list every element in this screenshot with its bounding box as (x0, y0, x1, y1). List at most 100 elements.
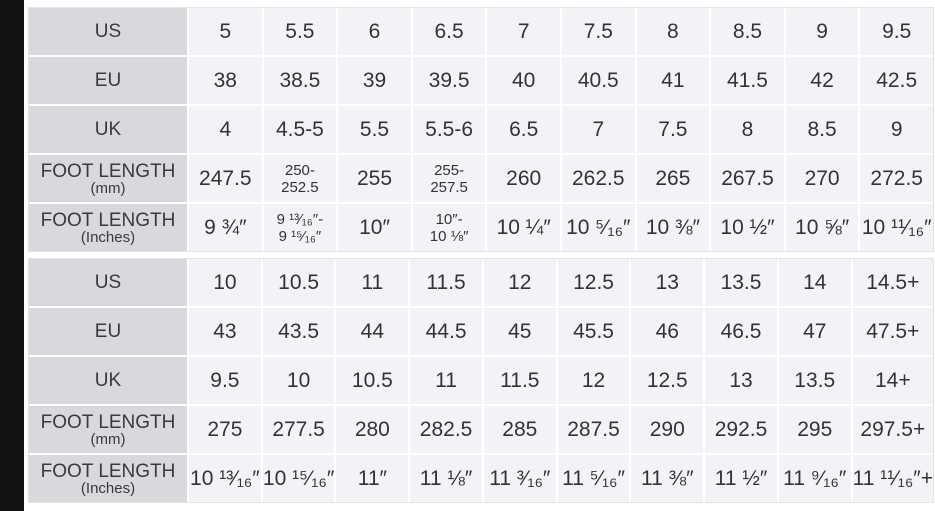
size-cell: 41.5 (711, 57, 784, 104)
size-cell: 247.5 (189, 155, 262, 202)
size-cell: 9 (786, 8, 859, 55)
size-cell: 9.5 (189, 357, 261, 404)
size-cell: 11.5 (484, 357, 556, 404)
size-cell: 5 (189, 8, 262, 55)
size-cell: 9.5 (860, 8, 933, 55)
size-cell: 13 (705, 357, 777, 404)
size-cell: 44 (336, 308, 408, 355)
size-cell: 272.5 (860, 155, 933, 202)
size-cell: 47 (779, 308, 851, 355)
row-header: FOOT LENGTH(mm) (29, 406, 187, 453)
size-cell: 10.5 (336, 357, 408, 404)
cell-line: 255- (434, 163, 464, 178)
row-unit: (mm) (91, 181, 126, 196)
row-label: FOOT LENGTH (41, 462, 176, 481)
size-cell: 297.5+ (853, 406, 933, 453)
size-cell: 10 (189, 259, 261, 306)
size-cell: 282.5 (410, 406, 482, 453)
size-cell: 267.5 (711, 155, 784, 202)
row-label: UK (95, 371, 121, 390)
size-cell: 10 ⅜″ (637, 204, 710, 251)
size-cell: 8.5 (711, 8, 784, 55)
row-unit: (Inches) (81, 230, 135, 245)
row-header: UK (29, 357, 187, 404)
size-cell: 11 ¹¹⁄₁₆″+ (853, 455, 933, 502)
size-cell: 47.5+ (853, 308, 933, 355)
size-cell: 41 (637, 57, 710, 104)
cell-line: 252.5 (281, 180, 319, 195)
size-cell: 45.5 (558, 308, 630, 355)
size-cell: 255 (338, 155, 411, 202)
row-header: UK (29, 106, 187, 153)
size-cell: 262.5 (562, 155, 635, 202)
size-cell: 292.5 (705, 406, 777, 453)
size-cell: 42.5 (860, 57, 933, 104)
size-cell: 285 (484, 406, 556, 453)
size-cell: 11 ½″ (705, 455, 777, 502)
size-cell: 6.5 (413, 8, 486, 55)
size-cell: 6.5 (487, 106, 560, 153)
size-cell: 11 ⁹⁄₁₆″ (779, 455, 851, 502)
row-label: FOOT LENGTH (41, 413, 176, 432)
size-cell: 43.5 (263, 308, 335, 355)
size-cell: 46 (631, 308, 703, 355)
size-cell: 11 ⁵⁄₁₆″ (558, 455, 630, 502)
size-table: US55.566.577.588.599.5EU3838.53939.54040… (28, 7, 934, 252)
size-cell: 13.5 (705, 259, 777, 306)
row-header: US (29, 8, 187, 55)
size-cell: 6 (338, 8, 411, 55)
cell-line: 250- (285, 163, 315, 178)
size-cell: 44.5 (410, 308, 482, 355)
size-cell: 10.5 (263, 259, 335, 306)
size-cell: 11″ (336, 455, 408, 502)
row-unit: (Inches) (81, 481, 135, 496)
size-cell: 11 ⅛″ (410, 455, 482, 502)
row-label: EU (95, 71, 121, 90)
size-cell: 5.5 (338, 106, 411, 153)
size-cell: 10″-10 ⅛″ (413, 204, 486, 251)
size-cell: 9 ¾″ (189, 204, 262, 251)
size-cell: 10 ⁵⁄₁₆″ (562, 204, 635, 251)
size-cell: 295 (779, 406, 851, 453)
size-cell: 13 (631, 259, 703, 306)
size-cell: 270 (786, 155, 859, 202)
size-cell: 10″ (338, 204, 411, 251)
size-cell: 11 ³⁄₁₆″ (484, 455, 556, 502)
size-cell: 4 (189, 106, 262, 153)
row-label: FOOT LENGTH (41, 162, 176, 181)
size-cell: 11 ⅜″ (631, 455, 703, 502)
size-cell: 38.5 (264, 57, 337, 104)
edge-strip (0, 0, 24, 511)
size-cell: 13.5 (779, 357, 851, 404)
size-cell: 42 (786, 57, 859, 104)
size-cell: 8.5 (786, 106, 859, 153)
size-cell: 4.5-5 (264, 106, 337, 153)
row-label: US (95, 273, 121, 292)
size-cell: 9 ¹³⁄₁₆″- 9 ¹⁵⁄₁₆″ (264, 204, 337, 251)
size-cell: 277.5 (263, 406, 335, 453)
size-cell: 12.5 (558, 259, 630, 306)
size-cell: 8 (637, 8, 710, 55)
row-header: FOOT LENGTH(Inches) (29, 204, 187, 251)
size-cell: 290 (631, 406, 703, 453)
cell-line: 9 ¹³⁄₁₆″- (277, 212, 323, 227)
size-cell: 255- 257.5 (413, 155, 486, 202)
cell-line: 9 ¹⁵⁄₁₆″ (279, 229, 322, 244)
size-cell: 43 (189, 308, 261, 355)
size-cell: 11 (410, 357, 482, 404)
cell-line: 10 ⅛″ (430, 229, 469, 244)
size-cell: 287.5 (558, 406, 630, 453)
size-cell: 265 (637, 155, 710, 202)
size-cell: 250- 252.5 (264, 155, 337, 202)
size-cell: 10 ¼″ (487, 204, 560, 251)
row-header: US (29, 259, 187, 306)
size-cell: 11.5 (410, 259, 482, 306)
size-table: US1010.51111.51212.51313.51414.5+EU4343.… (28, 258, 934, 503)
size-cell: 45 (484, 308, 556, 355)
cell-line: 257.5 (430, 180, 468, 195)
size-cell: 38 (189, 57, 262, 104)
size-cell: 7 (562, 106, 635, 153)
size-cell: 5.5 (264, 8, 337, 55)
row-header: FOOT LENGTH(mm) (29, 155, 187, 202)
